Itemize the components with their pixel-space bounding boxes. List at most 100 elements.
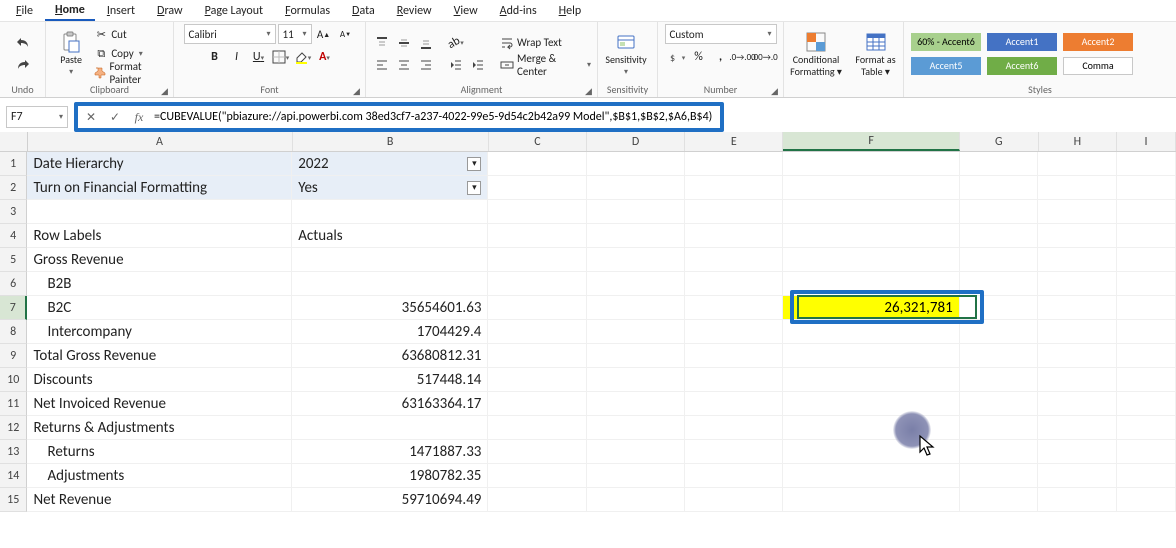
align-middle-button[interactable]	[394, 34, 414, 52]
number-format-combo[interactable]: Custom▾	[665, 24, 777, 44]
filter-button-1[interactable]: ▾	[467, 157, 481, 171]
paste-button[interactable]: Paste ▾	[52, 26, 90, 82]
align-left-button[interactable]	[372, 56, 392, 74]
cell-H2[interactable]	[1038, 176, 1117, 200]
cell-F1[interactable]	[783, 152, 960, 176]
bold-button[interactable]: B	[205, 48, 225, 66]
cell-I6[interactable]	[1117, 272, 1176, 296]
cell-F12[interactable]	[783, 416, 960, 440]
menu-home[interactable]: Home	[45, 1, 95, 21]
cell-E13[interactable]	[685, 440, 783, 464]
italic-button[interactable]: I	[227, 48, 247, 66]
style-swatch-accent6[interactable]: Accent6	[987, 57, 1057, 75]
col-header-A[interactable]: A	[28, 132, 293, 151]
cell-I9[interactable]	[1117, 344, 1176, 368]
cell-D10[interactable]	[587, 368, 685, 392]
cell-D15[interactable]	[587, 488, 685, 512]
increase-decimal-button[interactable]: .0→.00	[733, 48, 753, 66]
cell-C2[interactable]	[488, 176, 586, 200]
cell-I11[interactable]	[1117, 392, 1176, 416]
percent-button[interactable]: %	[689, 48, 709, 66]
cell-I1[interactable]	[1117, 152, 1176, 176]
cell-B3[interactable]	[292, 200, 488, 224]
style-swatch-accent5[interactable]: Accent5	[911, 57, 981, 75]
cell-F2[interactable]	[783, 176, 960, 200]
cell-D2[interactable]	[587, 176, 685, 200]
cell-D11[interactable]	[587, 392, 685, 416]
cell-F11[interactable]	[783, 392, 960, 416]
cell-H11[interactable]	[1038, 392, 1117, 416]
cell-A6[interactable]: B2B	[27, 272, 292, 296]
cell-G4[interactable]	[960, 224, 1039, 248]
cell-C11[interactable]	[488, 392, 586, 416]
row-header-5[interactable]: 5	[0, 248, 27, 272]
row-header-1[interactable]: 1	[0, 152, 27, 176]
align-top-button[interactable]	[372, 34, 392, 52]
cell-C12[interactable]	[488, 416, 586, 440]
cell-I8[interactable]	[1117, 320, 1176, 344]
cell-E10[interactable]	[685, 368, 783, 392]
cell-G6[interactable]	[960, 272, 1039, 296]
undo-button[interactable]	[13, 34, 33, 52]
style-swatch-comma[interactable]: Comma	[1063, 57, 1133, 75]
cell-C4[interactable]	[488, 224, 586, 248]
cell-A2[interactable]: Turn on Financial Formatting	[27, 176, 292, 200]
align-center-button[interactable]	[394, 56, 414, 74]
font-color-button[interactable]: A ▾	[315, 48, 335, 66]
comma-button[interactable]: ,	[711, 48, 731, 66]
cell-I7[interactable]	[1117, 296, 1176, 320]
col-header-I[interactable]: I	[1117, 132, 1176, 151]
cell-G3[interactable]	[960, 200, 1039, 224]
cell-F8[interactable]	[783, 320, 960, 344]
cell-A9[interactable]: Total Gross Revenue	[27, 344, 292, 368]
cell-E9[interactable]	[685, 344, 783, 368]
cell-H10[interactable]	[1038, 368, 1117, 392]
cell-B5[interactable]	[292, 248, 488, 272]
cell-H9[interactable]	[1038, 344, 1117, 368]
cell-C13[interactable]	[488, 440, 586, 464]
cell-C1[interactable]	[488, 152, 586, 176]
name-box[interactable]: F7▾	[6, 106, 68, 128]
cell-F9[interactable]	[783, 344, 960, 368]
decrease-decimal-button[interactable]: .00→.0	[755, 48, 775, 66]
cell-C9[interactable]	[488, 344, 586, 368]
menu-formulas[interactable]: Formulas	[275, 2, 340, 20]
cell-C5[interactable]	[488, 248, 586, 272]
menu-insert[interactable]: Insert	[97, 2, 145, 20]
cell-D7[interactable]	[587, 296, 685, 320]
col-header-F[interactable]: F	[783, 132, 960, 151]
cell-B11[interactable]: 63163364.17	[292, 392, 488, 416]
formula-input[interactable]	[154, 110, 716, 124]
row-header-4[interactable]: 4	[0, 224, 27, 248]
cell-A13[interactable]: Returns	[27, 440, 292, 464]
row-header-3[interactable]: 3	[0, 200, 27, 224]
cell-H14[interactable]	[1038, 464, 1117, 488]
cell-D1[interactable]	[587, 152, 685, 176]
font-name-combo[interactable]: Calibri▾	[184, 24, 276, 44]
cell-A4[interactable]: Row Labels	[27, 224, 292, 248]
accept-formula-button[interactable]: ✓	[106, 108, 124, 126]
cell-C10[interactable]	[488, 368, 586, 392]
cell-I15[interactable]	[1117, 488, 1176, 512]
cell-D9[interactable]	[587, 344, 685, 368]
cell-E11[interactable]	[685, 392, 783, 416]
cell-G15[interactable]	[960, 488, 1039, 512]
menu-page-layout[interactable]: Page Layout	[195, 2, 273, 20]
cell-F13[interactable]	[783, 440, 960, 464]
cell-B1[interactable]: 2022▾	[292, 152, 488, 176]
cell-E1[interactable]	[685, 152, 783, 176]
cell-C8[interactable]	[488, 320, 586, 344]
decrease-font-button[interactable]: A▼	[336, 25, 356, 43]
cancel-formula-button[interactable]: ✕	[82, 108, 100, 126]
cell-C3[interactable]	[488, 200, 586, 224]
cell-I5[interactable]	[1117, 248, 1176, 272]
col-header-C[interactable]: C	[489, 132, 587, 151]
cell-D14[interactable]	[587, 464, 685, 488]
cell-F6[interactable]	[783, 272, 960, 296]
menu-add-ins[interactable]: Add-ins	[490, 2, 547, 20]
menu-data[interactable]: Data	[342, 2, 385, 20]
cell-B7[interactable]: 35654601.63	[292, 296, 488, 320]
cell-F3[interactable]	[783, 200, 960, 224]
cell-A7[interactable]: B2C	[27, 296, 292, 320]
cell-A15[interactable]: Net Revenue	[27, 488, 292, 512]
